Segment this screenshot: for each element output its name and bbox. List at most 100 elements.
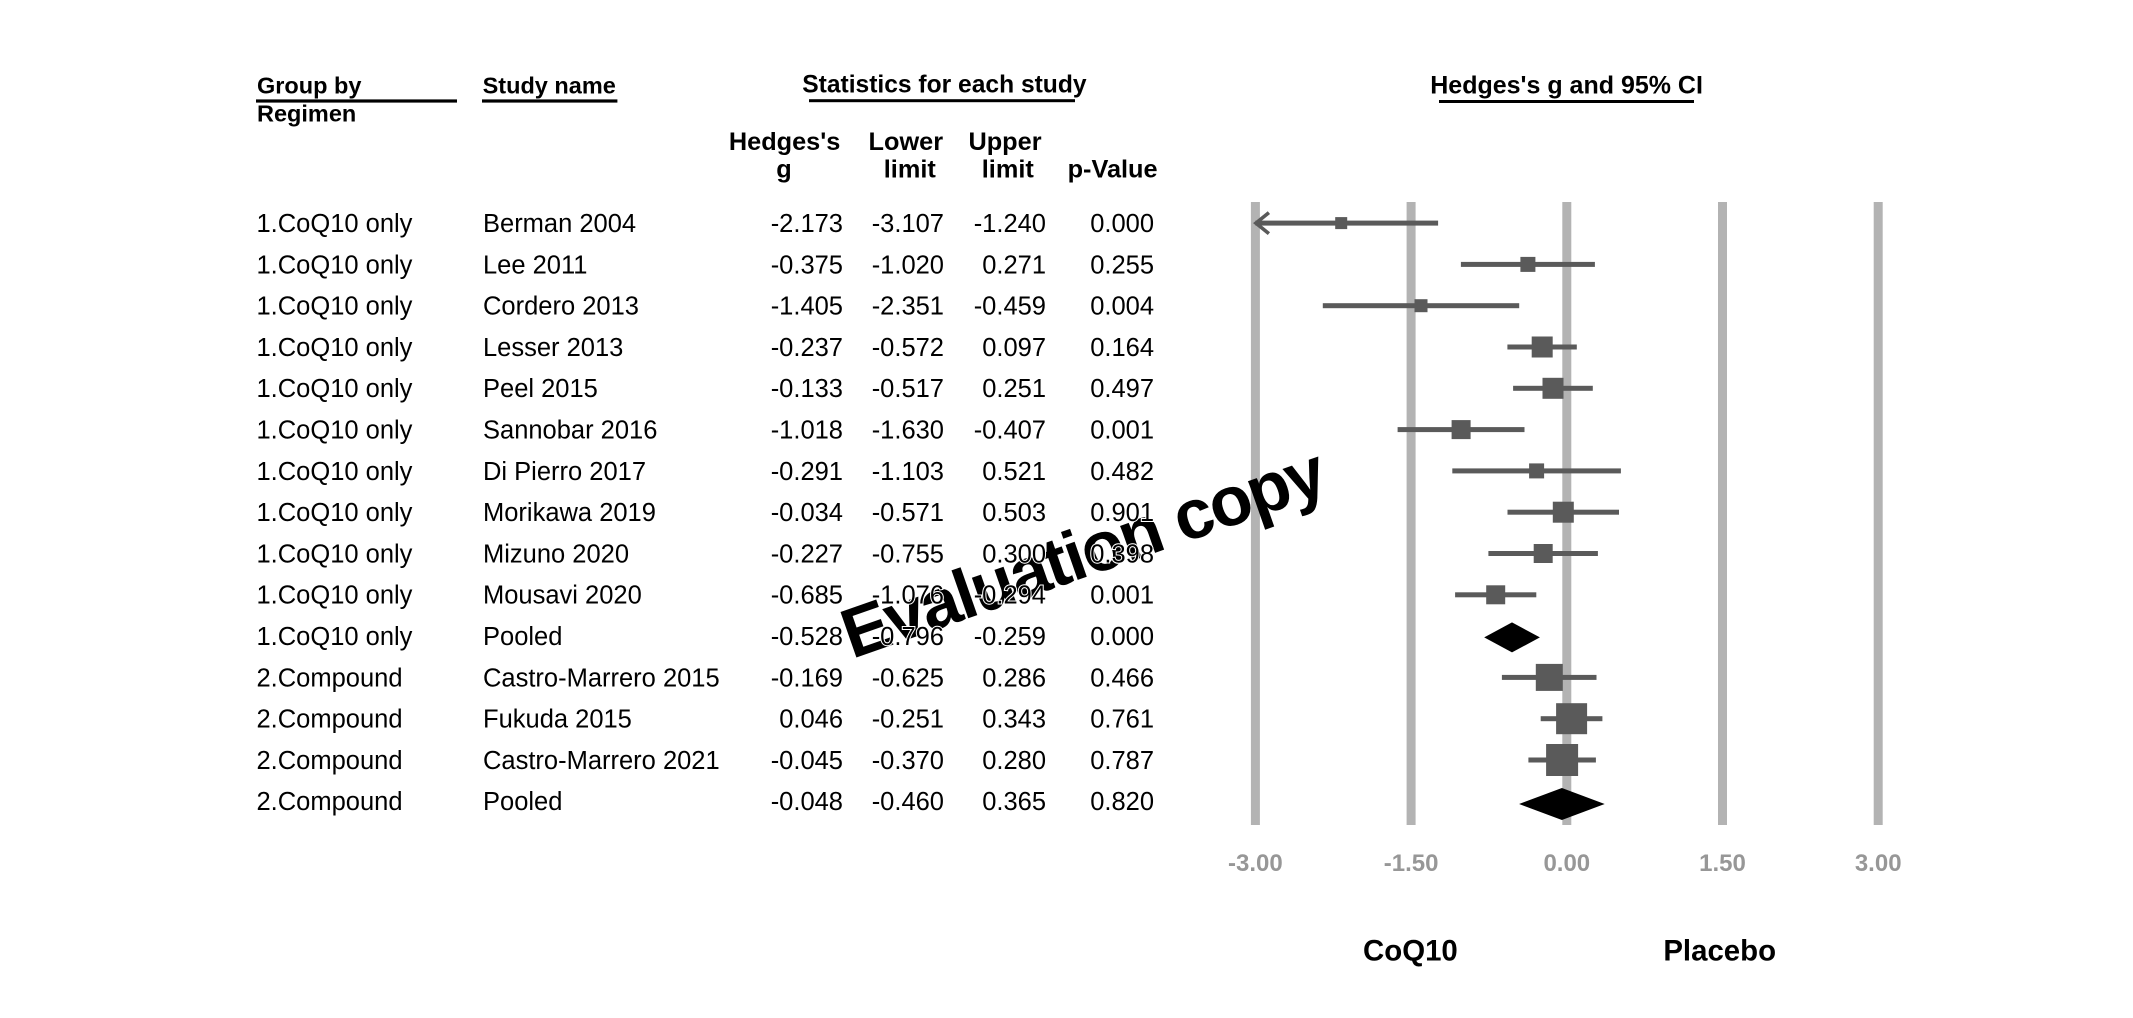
svg-text:Group by: Group by [257, 73, 361, 99]
svg-text:2.Compound: 2.Compound [257, 706, 403, 734]
svg-text:-0.034: -0.034 [771, 499, 843, 527]
svg-text:CoQ10: CoQ10 [1363, 935, 1458, 968]
svg-text:-0.796: -0.796 [872, 623, 944, 651]
svg-text:-0.227: -0.227 [771, 540, 843, 568]
svg-text:Castro-Marrero 2021: Castro-Marrero 2021 [483, 747, 720, 775]
svg-text:-1.50: -1.50 [1384, 850, 1439, 877]
svg-text:-0.517: -0.517 [872, 375, 944, 403]
svg-text:Mousavi 2020: Mousavi 2020 [483, 582, 642, 610]
svg-text:0.521: 0.521 [982, 458, 1046, 486]
svg-text:1.CoQ10 only: 1.CoQ10 only [257, 623, 413, 651]
svg-text:-0.237: -0.237 [771, 334, 843, 362]
svg-text:0.097: 0.097 [982, 334, 1046, 362]
svg-text:-3.107: -3.107 [872, 210, 944, 238]
svg-text:Lower: Lower [869, 128, 944, 156]
svg-text:-1.018: -1.018 [771, 417, 843, 445]
svg-text:-0.294: -0.294 [974, 582, 1046, 610]
svg-text:Hedges's g and 95% CI: Hedges's g and 95% CI [1430, 72, 1703, 100]
svg-text:-0.407: -0.407 [974, 417, 1046, 445]
svg-text:2.Compound: 2.Compound [257, 747, 403, 775]
svg-text:Morikawa 2019: Morikawa 2019 [483, 499, 656, 527]
svg-text:-0.045: -0.045 [771, 747, 843, 775]
svg-text:Mizuno 2020: Mizuno 2020 [483, 540, 629, 568]
svg-text:2.Compound: 2.Compound [257, 788, 403, 816]
svg-text:Sannobar 2016: Sannobar 2016 [483, 417, 657, 445]
svg-text:0.820: 0.820 [1090, 788, 1154, 816]
svg-text:Cordero 2013: Cordero 2013 [483, 293, 639, 321]
svg-text:-1.020: -1.020 [872, 251, 944, 279]
svg-text:-0.528: -0.528 [771, 623, 843, 651]
svg-text:1.CoQ10 only: 1.CoQ10 only [257, 210, 413, 238]
svg-text:0.503: 0.503 [982, 499, 1046, 527]
svg-text:0.286: 0.286 [982, 664, 1046, 692]
svg-text:-0.291: -0.291 [771, 458, 843, 486]
svg-text:Di Pierro 2017: Di Pierro 2017 [483, 458, 646, 486]
svg-text:Lesser 2013: Lesser 2013 [483, 334, 623, 362]
svg-text:-0.459: -0.459 [974, 293, 1046, 321]
svg-text:Study name: Study name [483, 73, 616, 99]
svg-text:0.001: 0.001 [1090, 417, 1154, 445]
svg-text:0.271: 0.271 [982, 251, 1046, 279]
svg-text:1.CoQ10 only: 1.CoQ10 only [257, 540, 413, 568]
svg-text:-0.625: -0.625 [872, 664, 944, 692]
svg-text:0.787: 0.787 [1090, 747, 1154, 775]
svg-text:0.343: 0.343 [982, 706, 1046, 734]
svg-text:p-Value: p-Value [1068, 156, 1158, 184]
svg-text:0.00: 0.00 [1543, 850, 1590, 877]
svg-text:0.901: 0.901 [1090, 499, 1154, 527]
svg-text:0.300: 0.300 [982, 540, 1046, 568]
svg-text:0.164: 0.164 [1090, 334, 1154, 362]
svg-text:0.004: 0.004 [1090, 293, 1154, 321]
svg-text:-1.405: -1.405 [771, 293, 843, 321]
svg-text:limit: limit [982, 156, 1035, 184]
svg-text:1.CoQ10 only: 1.CoQ10 only [257, 499, 413, 527]
svg-text:-0.572: -0.572 [872, 334, 944, 362]
svg-text:-3.00: -3.00 [1228, 850, 1283, 877]
svg-text:-1.103: -1.103 [872, 458, 944, 486]
svg-text:Peel 2015: Peel 2015 [483, 375, 598, 403]
svg-text:1.CoQ10 only: 1.CoQ10 only [257, 458, 413, 486]
svg-text:-0.370: -0.370 [872, 747, 944, 775]
svg-text:-0.048: -0.048 [771, 788, 843, 816]
svg-text:1.CoQ10 only: 1.CoQ10 only [257, 251, 413, 279]
svg-text:2.Compound: 2.Compound [257, 664, 403, 692]
svg-text:limit: limit [884, 156, 937, 184]
svg-text:-0.169: -0.169 [771, 664, 843, 692]
svg-text:0.398: 0.398 [1090, 540, 1154, 568]
svg-text:-2.173: -2.173 [771, 210, 843, 238]
svg-text:1.CoQ10 only: 1.CoQ10 only [257, 582, 413, 610]
svg-text:Placebo: Placebo [1663, 935, 1776, 968]
svg-text:0.497: 0.497 [1090, 375, 1154, 403]
svg-text:-0.460: -0.460 [872, 788, 944, 816]
svg-text:0.000: 0.000 [1090, 210, 1154, 238]
svg-text:-0.755: -0.755 [872, 540, 944, 568]
svg-text:-0.133: -0.133 [771, 375, 843, 403]
svg-text:-0.251: -0.251 [872, 706, 944, 734]
svg-text:-1.076: -1.076 [872, 582, 944, 610]
svg-text:1.CoQ10 only: 1.CoQ10 only [257, 417, 413, 445]
svg-text:1.CoQ10 only: 1.CoQ10 only [257, 375, 413, 403]
svg-text:Pooled: Pooled [483, 623, 562, 651]
svg-text:0.280: 0.280 [982, 747, 1046, 775]
svg-text:Fukuda 2015: Fukuda 2015 [483, 706, 632, 734]
svg-text:3.00: 3.00 [1855, 850, 1902, 877]
svg-text:0.761: 0.761 [1090, 706, 1154, 734]
svg-text:0.001: 0.001 [1090, 582, 1154, 610]
svg-text:0.365: 0.365 [982, 788, 1046, 816]
svg-text:0.251: 0.251 [982, 375, 1046, 403]
svg-text:-1.630: -1.630 [872, 417, 944, 445]
svg-text:-0.571: -0.571 [872, 499, 944, 527]
svg-text:0.482: 0.482 [1090, 458, 1154, 486]
svg-text:-0.685: -0.685 [771, 582, 843, 610]
svg-text:Castro-Marrero 2015: Castro-Marrero 2015 [483, 664, 720, 692]
svg-text:Hedges's: Hedges's [729, 128, 840, 156]
svg-text:g: g [776, 156, 791, 184]
svg-text:Lee 2011: Lee 2011 [483, 251, 587, 279]
svg-text:0.000: 0.000 [1090, 623, 1154, 651]
svg-text:1.CoQ10 only: 1.CoQ10 only [257, 293, 413, 321]
svg-text:Upper: Upper [968, 128, 1041, 156]
svg-text:0.255: 0.255 [1090, 251, 1154, 279]
svg-text:-1.240: -1.240 [974, 210, 1046, 238]
svg-text:0.046: 0.046 [779, 706, 843, 734]
svg-text:Statistics for each study: Statistics for each study [802, 72, 1087, 99]
